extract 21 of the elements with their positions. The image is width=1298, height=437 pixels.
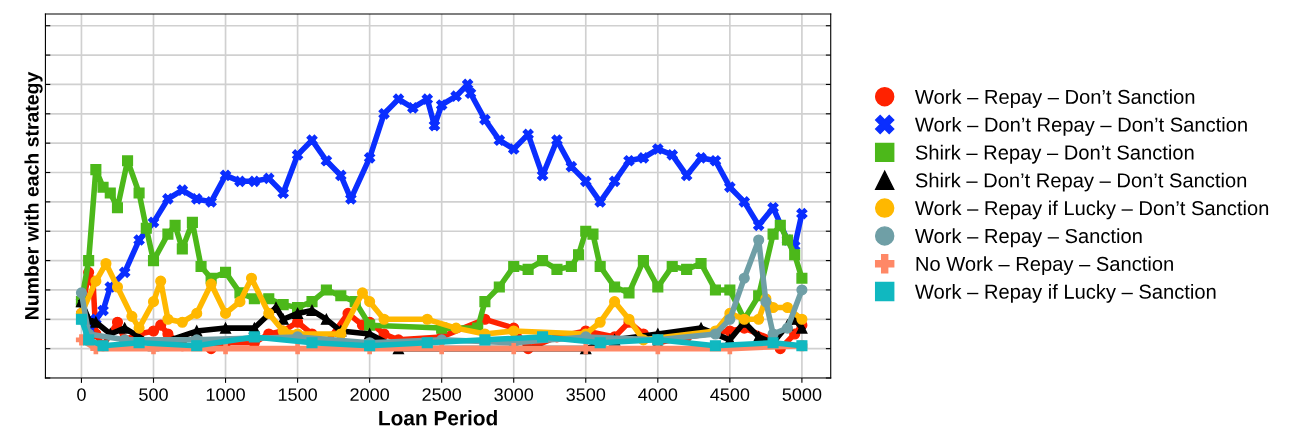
x-tick-label: 3500 bbox=[566, 388, 606, 401]
legend-label: No Work – Repay – Sanction bbox=[916, 256, 1173, 275]
legend-label: Work – Repay – Sanction bbox=[914, 228, 1142, 248]
x-tick-label: 1500 bbox=[278, 388, 317, 401]
y-axis-title: Number with each strategy bbox=[24, 71, 43, 319]
legend-label: Work – Repay if Lucky – Sanction bbox=[914, 284, 1216, 303]
x-tick-label: 4000 bbox=[638, 388, 678, 401]
legend-label: Shirk – Repay – Don’t Sanction bbox=[915, 144, 1194, 164]
x-tick-label: 4500 bbox=[710, 388, 750, 401]
x-tick-label: 3000 bbox=[494, 388, 534, 401]
x-tick-label: 2500 bbox=[422, 388, 462, 401]
legend-label: Work – Repay if Lucky – Don’t Sanction bbox=[914, 200, 1269, 220]
legend-label: Work – Don’t Repay – Don’t Sanction bbox=[914, 117, 1247, 136]
legend-label: Work – Repay – Don’t Sanction bbox=[914, 89, 1195, 108]
x-tick-label: 0 bbox=[77, 388, 86, 401]
x-tick-label: 2000 bbox=[350, 388, 390, 401]
x-tick-label: 500 bbox=[139, 388, 168, 401]
x-tick-label: 5000 bbox=[782, 388, 822, 401]
legend-label: Shirk – Don’t Repay – Don’t Sanction bbox=[915, 172, 1247, 192]
x-tick-label: 1000 bbox=[206, 388, 245, 401]
x-axis-title: Loan Period bbox=[379, 410, 497, 426]
